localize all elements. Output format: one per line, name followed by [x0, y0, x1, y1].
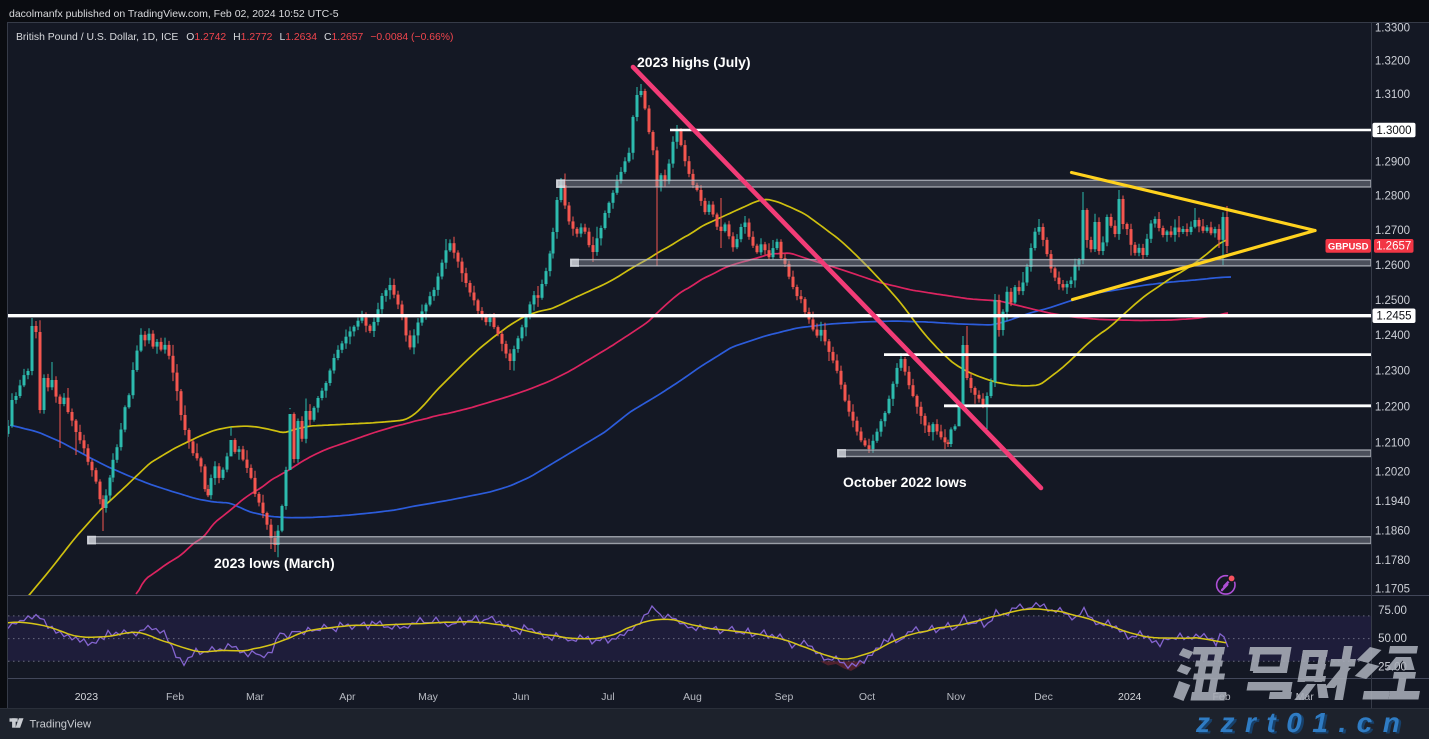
svg-text:1.2800: 1.2800 [1375, 191, 1410, 203]
svg-text:Feb: Feb [166, 691, 184, 703]
svg-text:Oct: Oct [859, 691, 875, 703]
svg-text:1.1860: 1.1860 [1375, 526, 1410, 538]
svg-text:1.2455: 1.2455 [1376, 311, 1411, 323]
svg-text:2023 highs (July): 2023 highs (July) [637, 54, 751, 70]
svg-text:2023 lows (March): 2023 lows (March) [214, 555, 335, 571]
svg-text:1.1780: 1.1780 [1375, 555, 1410, 567]
svg-text:1.2200: 1.2200 [1375, 401, 1410, 413]
svg-text:zzrt01.cn: zzrt01.cn [1195, 707, 1410, 738]
svg-text:Aug: Aug [683, 691, 702, 703]
svg-text:zzrt01.cn: zzrt01.cn [1198, 709, 1413, 739]
svg-text:Mar: Mar [246, 691, 265, 703]
svg-text:1.2500: 1.2500 [1375, 295, 1410, 307]
svg-text:Jul: Jul [601, 691, 614, 703]
svg-text:dacolmanfx published on Tradin: dacolmanfx published on TradingView.com,… [9, 8, 339, 20]
svg-text:1.2400: 1.2400 [1375, 330, 1410, 342]
svg-text:75.00: 75.00 [1378, 605, 1407, 617]
svg-text:TradingView: TradingView [30, 719, 92, 731]
svg-text:GBPUSD: GBPUSD [1328, 241, 1369, 252]
svg-text:1.2020: 1.2020 [1375, 467, 1410, 479]
svg-text:1.3000: 1.3000 [1376, 125, 1411, 137]
svg-text:1.2900: 1.2900 [1375, 157, 1410, 169]
svg-text:50.00: 50.00 [1378, 633, 1407, 645]
svg-text:May: May [418, 691, 439, 703]
svg-text:Sep: Sep [775, 691, 794, 703]
svg-text:1.2600: 1.2600 [1375, 260, 1410, 272]
svg-text:October 2022 lows: October 2022 lows [843, 474, 967, 490]
svg-text:1.2100: 1.2100 [1375, 438, 1410, 450]
svg-text:British Pound / U.S. Dollar, 1: British Pound / U.S. Dollar, 1D, ICE O1.2… [16, 32, 454, 43]
svg-text:1.3200: 1.3200 [1375, 56, 1410, 68]
svg-text:Nov: Nov [947, 691, 966, 703]
svg-text:Apr: Apr [339, 691, 356, 703]
svg-text:Dec: Dec [1034, 691, 1053, 703]
svg-text:1.2657: 1.2657 [1376, 241, 1411, 253]
svg-text:1.2300: 1.2300 [1375, 366, 1410, 378]
svg-text:1.3100: 1.3100 [1375, 89, 1410, 101]
svg-text:1.2700: 1.2700 [1375, 225, 1410, 237]
svg-text:2023: 2023 [75, 691, 99, 703]
svg-text:1.1940: 1.1940 [1375, 496, 1410, 508]
svg-text:2024: 2024 [1118, 691, 1142, 703]
svg-text:1.1705: 1.1705 [1375, 583, 1410, 595]
svg-text:1.3300: 1.3300 [1375, 23, 1410, 35]
svg-text:Jun: Jun [513, 691, 530, 703]
